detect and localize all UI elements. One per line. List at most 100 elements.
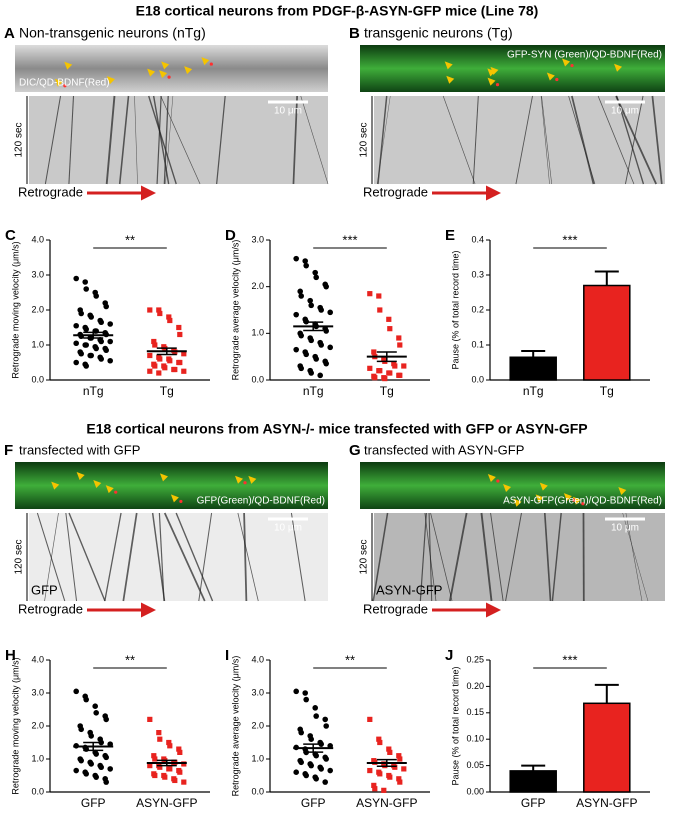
time-label: 120 sec	[14, 539, 25, 574]
significance-label: ***	[562, 232, 577, 247]
data-point	[181, 369, 186, 374]
data-point	[82, 279, 88, 285]
y-tick-label: 2.0	[251, 720, 264, 730]
data-point	[107, 321, 113, 327]
image-label: GFP-SYN (Green)/QD-BDNF(Red)	[507, 50, 662, 61]
data-point	[392, 363, 397, 368]
data-point	[293, 256, 299, 262]
panel-title: transgenic neurons (Tg)	[364, 25, 513, 41]
y-tick-label: 0.00	[466, 786, 484, 796]
data-point	[78, 758, 84, 764]
data-point	[167, 766, 172, 771]
y-tick-label: 2.0	[31, 720, 44, 730]
y-tick-label: 0.25	[466, 654, 484, 664]
direction-label: Retrograde	[18, 184, 83, 199]
data-point	[323, 361, 329, 367]
data-point	[318, 342, 324, 348]
data-point	[303, 773, 309, 779]
data-point	[93, 751, 99, 757]
data-point	[327, 310, 333, 316]
data-point	[147, 307, 152, 312]
data-point	[372, 786, 377, 791]
image-label: GFP(Green)/QD-BDNF(Red)	[197, 496, 325, 507]
data-point	[73, 340, 79, 346]
data-point	[73, 768, 79, 774]
x-tick-label: GFP	[81, 796, 106, 810]
data-point	[382, 376, 387, 381]
y-tick-label: 1.0	[31, 753, 44, 763]
data-point	[318, 766, 324, 772]
data-point	[371, 349, 376, 354]
y-tick-label: 1.0	[251, 753, 264, 763]
data-point	[156, 370, 161, 375]
x-tick-label: GFP	[301, 796, 326, 810]
panel-title: Non-transgenic neurons (nTg)	[19, 25, 206, 41]
bar	[510, 357, 556, 380]
y-axis-label: Pause (% of total record time)	[450, 250, 460, 369]
quantum-dot	[570, 64, 573, 67]
quantum-dot	[179, 500, 182, 503]
x-tick-label: nTg	[523, 384, 544, 398]
kymograph-label: GFP	[31, 582, 58, 597]
data-point	[323, 723, 329, 729]
data-point	[98, 764, 104, 770]
data-point	[107, 766, 113, 772]
data-point	[322, 779, 328, 785]
y-tick-label: 2.0	[31, 304, 44, 314]
panel-title: transfected with ASYN-GFP	[364, 442, 524, 457]
y-tick-label: 0.05	[466, 760, 484, 770]
panel-label: B	[349, 25, 360, 42]
data-point	[98, 356, 104, 362]
data-point	[303, 352, 309, 358]
x-tick-label: nTg	[83, 384, 104, 398]
section-title: E18 cortical neurons from PDGF-β-ASYN-GF…	[136, 3, 539, 19]
data-point	[157, 737, 162, 742]
data-point	[367, 366, 372, 371]
data-point	[298, 293, 304, 299]
data-point	[387, 750, 392, 755]
data-point	[176, 325, 181, 330]
data-point	[313, 356, 319, 362]
data-point	[98, 339, 104, 345]
data-point	[298, 760, 304, 766]
quantum-dot	[114, 491, 117, 494]
data-point	[147, 369, 152, 374]
data-point	[367, 717, 372, 722]
data-point	[103, 304, 109, 310]
data-point	[167, 358, 172, 363]
data-point	[308, 303, 314, 309]
data-point	[177, 332, 182, 337]
bar	[584, 286, 630, 381]
data-point	[327, 345, 333, 351]
y-axis-label: Retrograde moving velocity (μm/s)	[10, 657, 20, 794]
data-point	[172, 778, 177, 783]
data-point	[323, 756, 329, 762]
y-tick-label: 0.4	[471, 234, 484, 244]
direction-label: Retrograde	[18, 601, 83, 616]
data-point	[397, 342, 402, 347]
data-point	[307, 298, 313, 304]
data-point	[177, 360, 182, 365]
data-point	[303, 697, 309, 703]
data-point	[327, 768, 333, 774]
panel-title: transfected with GFP	[19, 442, 140, 457]
panel-label: G	[349, 442, 361, 459]
data-point	[92, 703, 98, 709]
quantum-dot	[210, 62, 213, 65]
scale-label: 10 μm	[274, 106, 302, 117]
y-tick-label: 0.2	[471, 304, 484, 314]
data-point	[377, 307, 382, 312]
data-point	[308, 370, 314, 376]
time-label: 120 sec	[14, 122, 25, 157]
y-tick-label: 4.0	[31, 654, 44, 664]
data-point	[313, 713, 319, 719]
y-tick-label: 0.0	[31, 374, 44, 384]
data-point	[376, 293, 381, 298]
data-point	[152, 773, 157, 778]
bar	[510, 771, 556, 792]
data-point	[397, 373, 402, 378]
y-tick-label: 3.0	[251, 234, 264, 244]
data-point	[83, 286, 89, 292]
panel-label: J	[445, 647, 453, 664]
